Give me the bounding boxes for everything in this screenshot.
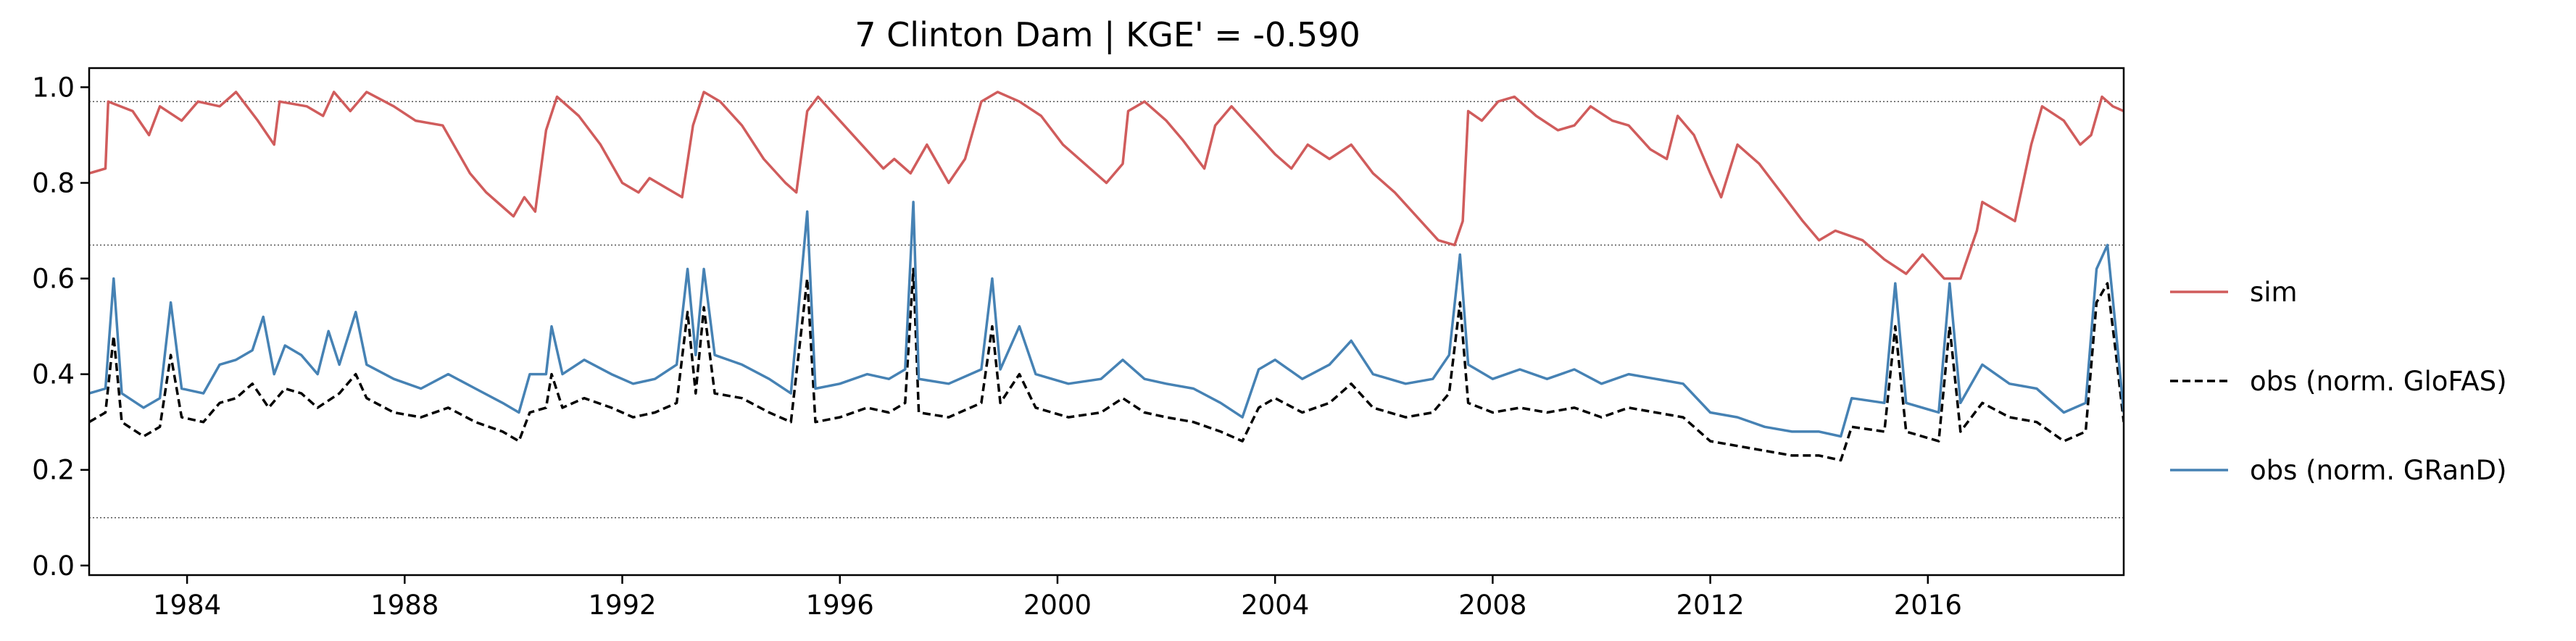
y-tick-label: 1.0 bbox=[32, 72, 75, 103]
y-axis: 0.0 0.2 0.4 0.6 0.8 1.0 bbox=[32, 72, 89, 582]
x-tick-label: 1996 bbox=[806, 590, 874, 621]
y-tick-label: 0.4 bbox=[32, 359, 75, 390]
x-tick-label: 2004 bbox=[1241, 590, 1309, 621]
x-tick-label: 1984 bbox=[153, 590, 221, 621]
legend-label-0: sim bbox=[2250, 277, 2298, 308]
x-tick-label: 2000 bbox=[1023, 590, 1092, 621]
x-tick-label: 1992 bbox=[588, 590, 656, 621]
y-tick-label: 0.6 bbox=[32, 264, 75, 295]
series-line-0 bbox=[89, 91, 2124, 280]
x-axis: 1984 1988 1992 1996 2000 2004 2008 2012 2016 bbox=[153, 575, 1962, 621]
plot-frame bbox=[88, 67, 2125, 577]
x-tick-label: 1988 bbox=[370, 590, 439, 621]
legend-label-2: obs (norm. GRanD) bbox=[2250, 455, 2506, 486]
x-tick-label: 2012 bbox=[1677, 590, 1745, 621]
x-tick-label: 2008 bbox=[1458, 590, 1526, 621]
legend: sim obs (norm. GloFAS) obs (norm. GRanD) bbox=[2170, 277, 2507, 486]
chart-title: 7 Clinton Dam | KGE' = -0.590 bbox=[855, 15, 1360, 55]
legend-label-1: obs (norm. GloFAS) bbox=[2250, 366, 2507, 397]
series-line-2 bbox=[89, 201, 2124, 438]
y-tick-label: 0.8 bbox=[32, 167, 75, 198]
x-tick-label: 2016 bbox=[1894, 590, 1962, 621]
series-line-1 bbox=[89, 267, 2124, 462]
y-tick-label: 0.2 bbox=[32, 455, 75, 486]
y-tick-label: 0.0 bbox=[32, 550, 75, 582]
plot-area bbox=[89, 91, 2124, 462]
